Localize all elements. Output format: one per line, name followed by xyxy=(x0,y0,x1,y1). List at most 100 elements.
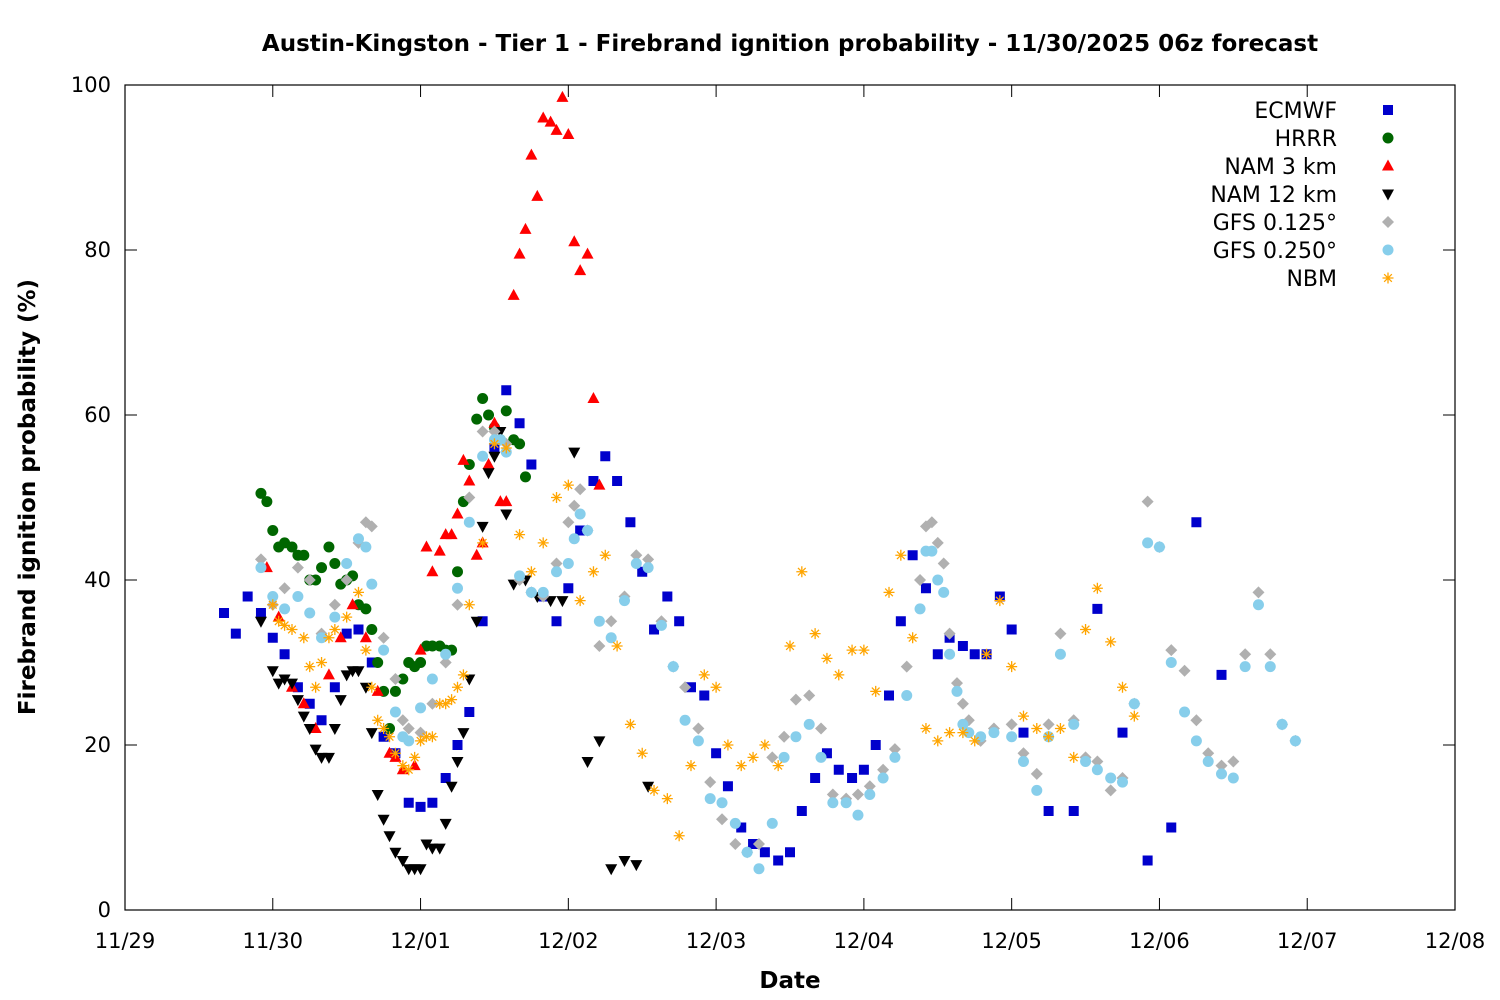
data-point xyxy=(587,392,600,403)
data-point xyxy=(285,678,298,690)
data-point xyxy=(574,508,586,520)
data-point xyxy=(847,773,858,783)
data-point xyxy=(297,711,310,723)
data-point xyxy=(605,632,617,644)
data-point xyxy=(1017,747,1030,760)
data-point xyxy=(852,809,864,821)
x-tick-label: 12/07 xyxy=(1277,929,1338,953)
data-point xyxy=(1239,648,1252,661)
data-point xyxy=(1202,756,1214,767)
data-point xyxy=(316,657,328,668)
data-point xyxy=(1153,541,1165,553)
data-point xyxy=(403,797,414,808)
data-point xyxy=(551,616,562,627)
data-point xyxy=(396,714,409,727)
legend-marker xyxy=(1382,216,1394,228)
data-point xyxy=(488,416,501,428)
data-point xyxy=(360,644,372,656)
data-point xyxy=(1264,648,1277,661)
data-point xyxy=(372,714,384,726)
data-point xyxy=(420,731,432,743)
data-point xyxy=(426,565,439,577)
x-tick-label: 12/08 xyxy=(1425,929,1486,953)
data-point xyxy=(310,681,322,693)
data-point xyxy=(366,624,378,635)
data-point xyxy=(514,529,526,541)
data-point xyxy=(470,616,483,628)
data-point xyxy=(279,603,291,615)
data-point xyxy=(944,648,956,660)
data-point xyxy=(403,764,415,776)
data-point xyxy=(956,697,969,710)
data-point xyxy=(352,533,364,545)
data-point xyxy=(482,458,495,469)
data-point xyxy=(863,780,876,793)
data-point xyxy=(674,616,685,627)
data-point xyxy=(525,148,538,160)
data-point xyxy=(950,677,963,690)
data-point xyxy=(451,507,464,519)
data-point xyxy=(883,586,895,598)
legend-item: GFS 0.125° xyxy=(1213,211,1394,236)
data-point xyxy=(1091,764,1103,776)
data-point xyxy=(323,541,335,553)
data-point xyxy=(544,596,557,608)
data-point xyxy=(957,641,968,651)
data-point xyxy=(525,566,537,578)
data-point xyxy=(483,409,495,421)
data-point xyxy=(322,752,335,764)
data-point xyxy=(593,615,605,627)
series-nbm xyxy=(267,438,1140,842)
data-point xyxy=(366,657,377,668)
data-point xyxy=(378,644,390,656)
data-point xyxy=(427,797,438,808)
legend-item: GFS 0.250° xyxy=(1213,239,1394,264)
legend-label: NBM xyxy=(1286,267,1337,292)
data-point xyxy=(1091,755,1104,768)
data-point xyxy=(463,516,475,528)
data-point xyxy=(556,596,569,608)
data-point xyxy=(329,682,340,693)
data-point xyxy=(457,669,469,681)
data-point xyxy=(396,856,409,867)
data-point xyxy=(292,591,304,602)
data-point xyxy=(699,690,710,701)
data-point xyxy=(341,611,353,623)
data-point xyxy=(451,598,464,611)
data-point xyxy=(938,586,950,598)
data-point xyxy=(698,669,710,681)
data-point xyxy=(574,595,586,607)
data-point xyxy=(255,562,267,574)
data-point xyxy=(888,743,901,756)
data-point xyxy=(329,624,341,635)
data-point xyxy=(537,537,549,549)
data-point xyxy=(1216,768,1228,780)
data-point xyxy=(1215,759,1228,772)
data-point xyxy=(810,773,821,783)
data-point xyxy=(605,864,618,876)
data-point xyxy=(278,674,291,686)
data-point xyxy=(759,739,771,751)
data-point xyxy=(994,595,1006,607)
data-point xyxy=(440,648,452,660)
legend-label: NAM 12 km xyxy=(1210,183,1337,208)
data-point xyxy=(452,582,463,594)
data-point xyxy=(1252,586,1265,599)
y-axis-title: Firebrand ignition probability (%) xyxy=(15,279,41,715)
data-point xyxy=(415,657,427,668)
data-point xyxy=(377,814,390,826)
data-point xyxy=(785,847,795,858)
data-point xyxy=(704,793,716,805)
data-point xyxy=(593,478,606,490)
data-point xyxy=(692,722,705,735)
data-point xyxy=(383,831,396,843)
data-point xyxy=(1054,723,1066,734)
data-point xyxy=(981,648,993,660)
data-point xyxy=(323,632,335,644)
data-point xyxy=(279,649,290,660)
data-point xyxy=(1105,636,1117,648)
x-tick-label: 12/03 xyxy=(686,929,747,953)
data-point xyxy=(273,615,285,627)
data-point xyxy=(587,566,599,578)
